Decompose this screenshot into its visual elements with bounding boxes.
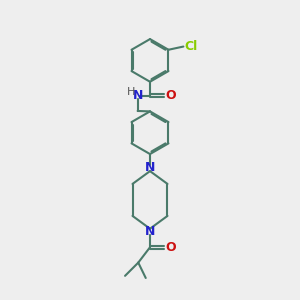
Text: N: N [145,161,155,174]
Text: Cl: Cl [184,40,198,53]
Text: H: H [127,87,135,97]
Text: O: O [165,241,175,254]
Text: O: O [165,89,176,102]
Text: N: N [132,89,143,102]
Text: N: N [145,225,155,239]
